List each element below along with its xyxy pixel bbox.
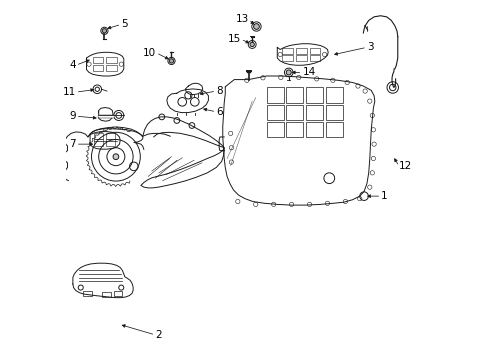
Bar <box>306 87 323 103</box>
Bar <box>93 64 103 71</box>
Bar <box>267 105 284 120</box>
Bar <box>106 133 115 139</box>
Bar <box>101 292 111 297</box>
Bar <box>106 64 117 71</box>
Text: 11: 11 <box>63 87 76 97</box>
Bar <box>282 55 293 61</box>
Bar <box>306 105 323 120</box>
Circle shape <box>113 154 119 159</box>
Bar <box>310 55 320 61</box>
Bar <box>306 122 323 137</box>
Circle shape <box>254 24 259 30</box>
Text: 15: 15 <box>227 34 241 44</box>
Bar <box>286 122 303 137</box>
Text: 9: 9 <box>69 111 76 121</box>
Bar <box>114 291 122 296</box>
Text: 7: 7 <box>69 139 76 149</box>
Text: 10: 10 <box>143 48 156 58</box>
Text: 13: 13 <box>235 14 248 24</box>
Text: 6: 6 <box>216 107 223 117</box>
Bar <box>286 105 303 120</box>
Bar <box>296 55 307 61</box>
Bar <box>286 87 303 103</box>
Bar <box>310 48 320 54</box>
Text: 8: 8 <box>216 86 223 96</box>
Text: 14: 14 <box>302 67 316 77</box>
Circle shape <box>102 29 107 33</box>
Bar <box>326 122 343 137</box>
Bar <box>106 139 115 146</box>
Circle shape <box>286 70 291 75</box>
Circle shape <box>170 59 173 63</box>
Text: 3: 3 <box>367 42 373 52</box>
Bar <box>282 48 293 54</box>
Bar <box>326 105 343 120</box>
Bar <box>267 122 284 137</box>
Bar <box>95 139 103 146</box>
Text: 12: 12 <box>399 161 413 171</box>
Bar <box>106 57 117 63</box>
Bar <box>93 57 103 63</box>
Bar <box>326 87 343 103</box>
Circle shape <box>250 42 254 46</box>
Text: 1: 1 <box>381 191 388 201</box>
Bar <box>267 87 284 103</box>
Bar <box>95 133 103 139</box>
Text: 5: 5 <box>122 19 128 30</box>
Text: 4: 4 <box>69 60 76 70</box>
Bar <box>83 291 92 296</box>
Bar <box>296 48 307 54</box>
Text: 2: 2 <box>155 330 162 340</box>
